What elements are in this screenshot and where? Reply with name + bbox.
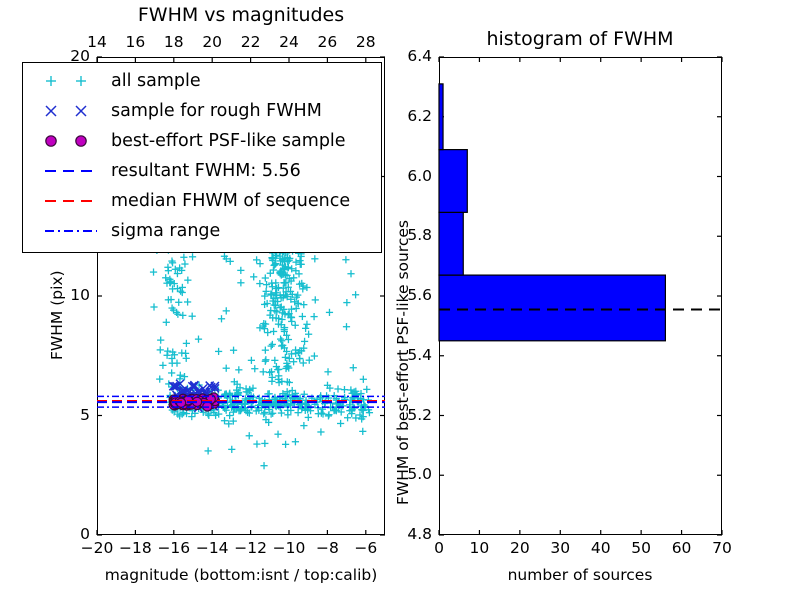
left-yaxis-label: FWHM (pix): [48, 270, 66, 360]
left-ytick: 10: [70, 286, 90, 304]
left-ytick: 5: [80, 405, 90, 424]
legend-item: median FHWM of sequence: [23, 186, 381, 216]
right-ytick: 6.4: [407, 47, 432, 65]
legend-item: resultant FWHM: 5.56: [23, 156, 381, 186]
legend-dashed-line: [45, 200, 97, 202]
right-ytick: 4.8: [407, 525, 432, 543]
legend-box: all sample sample for rough FWHM best-effo…: [22, 62, 382, 253]
right-xtick: 40: [590, 539, 611, 557]
left-xtick-top: 14: [87, 33, 107, 51]
legend-label: best-effort PSF-like sample: [111, 131, 346, 151]
left-xtick-top: 26: [317, 33, 338, 51]
left-xtick-bottom: −12: [234, 539, 267, 557]
legend-label: sigma range: [111, 221, 221, 241]
left-xtick-top: 24: [279, 33, 299, 51]
right-xtick: 50: [631, 539, 652, 557]
right-ytick: 6.2: [407, 106, 432, 125]
right-xtick: 0: [434, 539, 444, 557]
right-ytick: 5.4: [407, 345, 432, 364]
left-xtick-bottom: −8: [315, 539, 339, 557]
legend-circle-marker: [45, 135, 87, 147]
left-xtick-bottom: −18: [119, 539, 152, 557]
legend-label: resultant FWHM: 5.56: [111, 161, 301, 181]
legend-label: median FHWM of sequence: [111, 191, 351, 211]
left-xtick-top: 20: [202, 33, 223, 51]
right-xtick: 20: [509, 539, 530, 557]
left-panel-title: FWHM vs magnitudes: [137, 4, 345, 26]
left-ytick: 0: [80, 525, 90, 543]
left-xtick-bottom: −6: [354, 539, 378, 557]
right-xtick: 70: [712, 539, 732, 557]
legend-dashdot-line: [45, 230, 97, 232]
right-ytick: 5.8: [407, 226, 432, 245]
left-xaxis-label: magnitude (bottom:isnt / top:calib): [104, 566, 378, 584]
legend-item: sample for rough FWHM: [23, 96, 381, 126]
left-xtick-bottom: −10: [272, 539, 306, 557]
left-xtick-top: 16: [125, 33, 146, 51]
left-xtick-top: 22: [240, 33, 261, 51]
legend-label: all sample: [111, 71, 201, 91]
left-xtick-bottom: −20: [80, 539, 114, 557]
right-xtick: 10: [469, 539, 490, 557]
right-xtick: 60: [671, 539, 692, 557]
legend-item: all sample: [23, 66, 381, 96]
legend-item: best-effort PSF-like sample: [23, 126, 381, 156]
right-panel-title: histogram of FWHM: [486, 28, 674, 50]
left-xtick-top: 28: [355, 33, 376, 51]
right-ytick: 5.0: [407, 465, 432, 484]
right-ytick: 6.0: [407, 166, 432, 185]
legend-cross-marker: [45, 105, 87, 117]
left-xtick-bottom: −14: [195, 539, 229, 557]
right-xaxis-label: number of sources: [507, 566, 653, 584]
legend-plus-marker: [46, 76, 86, 86]
legend-item: sigma range: [23, 216, 381, 246]
right-xtick: 30: [550, 539, 571, 557]
right-ytick: 5.2: [407, 405, 432, 424]
legend-label: sample for rough FWHM: [111, 101, 322, 121]
right-ytick: 5.6: [407, 286, 432, 304]
left-ytick: 20: [70, 47, 90, 65]
left-xtick-bottom: −16: [157, 539, 191, 557]
legend-dashed-line: [45, 170, 97, 172]
histogram-plot-frame: [439, 57, 722, 535]
left-xtick-top: 18: [163, 33, 184, 51]
